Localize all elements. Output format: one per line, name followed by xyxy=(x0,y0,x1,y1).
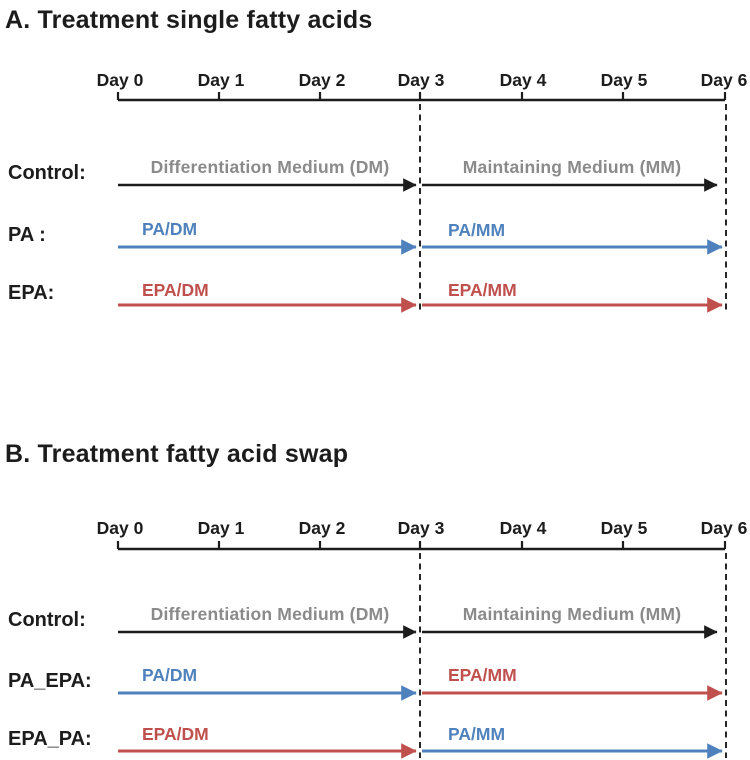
pa-a-segment1-text: PA/DM xyxy=(142,219,198,239)
epa-a-segment2-text: EPA/MM xyxy=(448,280,517,300)
epa-a-segment1-text: EPA/DM xyxy=(142,280,209,300)
day-label-a-0: Day 0 xyxy=(96,70,144,90)
timeline-axis-a xyxy=(116,92,727,102)
epa-pa-b-segment2-text: PA/MM xyxy=(448,724,506,744)
timeline-axis-b xyxy=(116,541,727,551)
control-a-segment1-text: Differentiation Medium (DM) xyxy=(150,157,390,177)
day3-day6-dashed-lines-b xyxy=(419,553,727,758)
row-label-epa-pa-b: EPA_PA: xyxy=(8,728,92,750)
day-label-a-3: Day 3 xyxy=(397,70,445,90)
day-label-a-2: Day 2 xyxy=(298,70,346,90)
day-label-b-4: Day 4 xyxy=(499,518,547,538)
panel-b-title: B. Treatment fatty acid swap xyxy=(5,440,349,468)
pa-epa-b-segment2-text: EPA/MM xyxy=(448,665,517,685)
row-label-epa-a: EPA: xyxy=(8,282,55,304)
day-label-a-5: Day 5 xyxy=(600,70,648,90)
day3-day6-dashed-lines-a xyxy=(419,104,727,313)
row-label-pa-epa-b: PA_EPA: xyxy=(8,670,92,692)
day-label-b-6: Day 6 xyxy=(700,518,748,538)
control-b-segment2-text: Maintaining Medium (MM) xyxy=(462,604,682,624)
panel-a-title: A. Treatment single fatty acids xyxy=(5,6,373,34)
day-label-b-2: Day 2 xyxy=(298,518,346,538)
row-label-control-a: Control: xyxy=(8,162,86,184)
day-label-a-4: Day 4 xyxy=(499,70,547,90)
row-label-control-b: Control: xyxy=(8,609,86,631)
day-label-a-6: Day 6 xyxy=(700,70,748,90)
control-a-segment2-text: Maintaining Medium (MM) xyxy=(462,157,682,177)
day-label-b-5: Day 5 xyxy=(600,518,648,538)
day-label-b-1: Day 1 xyxy=(197,518,245,538)
pa-a-segment2-text: PA/MM xyxy=(448,220,506,240)
epa-pa-b-segment1-text: EPA/DM xyxy=(142,724,209,744)
day-label-a-1: Day 1 xyxy=(197,70,245,90)
day-label-b-3: Day 3 xyxy=(397,518,445,538)
day-label-b-0: Day 0 xyxy=(96,518,144,538)
pa-epa-b-segment1-text: PA/DM xyxy=(142,665,198,685)
control-b-segment1-text: Differentiation Medium (DM) xyxy=(150,604,390,624)
row-label-pa-a: PA : xyxy=(8,224,46,246)
